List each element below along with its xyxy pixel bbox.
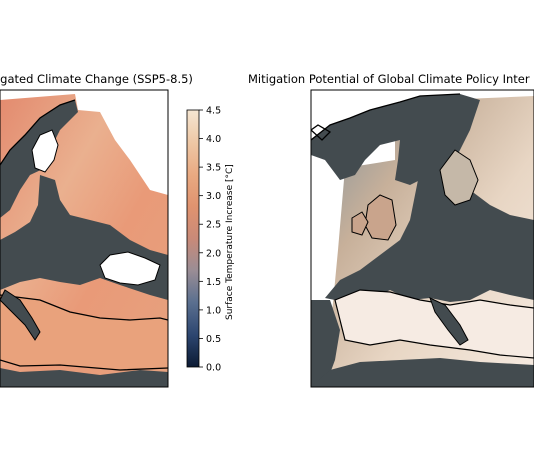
right-baltic-sea [439,149,479,206]
right-chart-title: Mitigation Potential of Global Climate P… [248,72,530,86]
left-italy [0,289,41,341]
left-land [0,100,168,387]
colorbar-tick-label: 3.0 [206,191,221,202]
right-ireland [351,211,369,236]
colorbar-tick-label: 2.0 [206,248,221,259]
left-baltic-sea [31,129,59,173]
colorbar-tick-label: 1.0 [206,305,221,316]
colorbar-tick-label: 4.5 [206,106,221,117]
colorbar-tick-label: 4.0 [206,134,221,145]
left-coastline [0,99,168,371]
right-mediterranean [334,289,534,359]
right-map [311,90,534,387]
right-map-frame [310,89,534,388]
colorbar-label: Surface Temperature Increase [°C] [225,164,235,320]
left-black-sea [99,251,161,286]
left-map-frame [0,89,169,388]
right-north-africa [311,358,534,387]
colorbar-tick-label: 0.5 [206,334,221,345]
right-british-isles [364,194,397,241]
colorbar-tick-label: 3.5 [206,163,221,174]
right-land [311,94,534,387]
right-italy [429,297,469,346]
left-chart-title: ...igated Climate Change (SSP5-8.5) [0,72,193,86]
colorbar-tick-label: 1.5 [206,277,221,288]
colorbar-tick-label: 0.0 [206,363,221,374]
left-mediterranean-swath [0,295,168,370]
right-coast-north [311,93,461,141]
colorbar-tick-label: 2.5 [206,220,221,231]
left-map [0,90,168,387]
colorbar-ticks: 0.0 0.5 1.0 1.5 2.0 2.5 3.0 3.5 4.0 4.5 [199,106,221,374]
colorbar [186,109,200,368]
